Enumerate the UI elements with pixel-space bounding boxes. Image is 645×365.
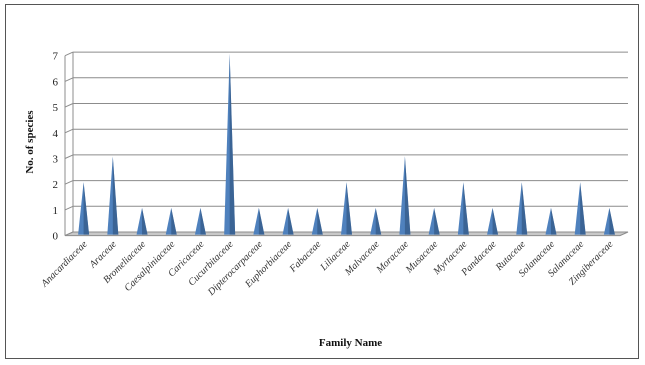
- chart-frame: 0 1 2 3 4 5 6 7 Anacardiaceae Araceae Bromeliacea…: [5, 4, 639, 359]
- x-axis-ticks: AnacardiaceaeAraceaeBromeliaceaeCaesalpi…: [39, 239, 616, 299]
- spike-shade: [404, 156, 411, 235]
- data-marks: [78, 53, 615, 235]
- y-axis-ticks: 0 1 2 3 4 5 6 7: [53, 51, 59, 243]
- y-tick-label: 4: [53, 128, 59, 140]
- x-tick-label: Fabaceae: [287, 239, 324, 276]
- x-tick-label: Anacardiaceae: [39, 239, 90, 290]
- species-chart: 0 1 2 3 4 5 6 7 AnacardiaceaeAraceaeBromeliacea…: [24, 51, 629, 349]
- y-tick-label: 3: [53, 154, 59, 166]
- spike-shade: [580, 182, 586, 235]
- x-tick-label: Caesalpiniaceae: [122, 239, 177, 294]
- gridline-depth: [64, 128, 74, 134]
- spike-shade: [83, 182, 90, 235]
- spike-shade: [609, 207, 615, 235]
- y-axis-title: No. of species: [24, 110, 36, 174]
- y-tick-label: 2: [53, 179, 59, 191]
- spike-shade: [112, 156, 119, 235]
- spike-shade: [317, 207, 323, 235]
- x-axis-title: Family Name: [319, 337, 382, 349]
- gridline-depth: [64, 77, 74, 82]
- spike-shade: [550, 207, 557, 235]
- gridline-depth: [64, 205, 74, 211]
- spike-shade: [492, 207, 499, 235]
- spike-shade: [375, 207, 382, 235]
- spike-shade: [200, 207, 206, 235]
- spike-shade: [434, 207, 440, 235]
- spike-shade: [463, 182, 469, 235]
- y-tick-label: 7: [53, 51, 59, 63]
- spike-shade: [142, 207, 148, 235]
- spike-shade: [346, 182, 352, 235]
- spike-shade: [258, 207, 265, 235]
- gridline-depth: [64, 180, 74, 185]
- gridline-depth: [64, 51, 74, 57]
- spike-shade: [288, 207, 294, 235]
- spike-shade: [171, 207, 177, 235]
- y-tick-label: 5: [53, 102, 59, 114]
- spike-shade: [521, 182, 528, 235]
- y-tick-label: 0: [53, 231, 59, 243]
- y-tick-label: 6: [53, 76, 59, 88]
- gridline-depth: [64, 103, 74, 108]
- gridline-depth: [64, 154, 74, 159]
- spike-shade: [229, 53, 236, 235]
- y-tick-label: 1: [53, 205, 59, 217]
